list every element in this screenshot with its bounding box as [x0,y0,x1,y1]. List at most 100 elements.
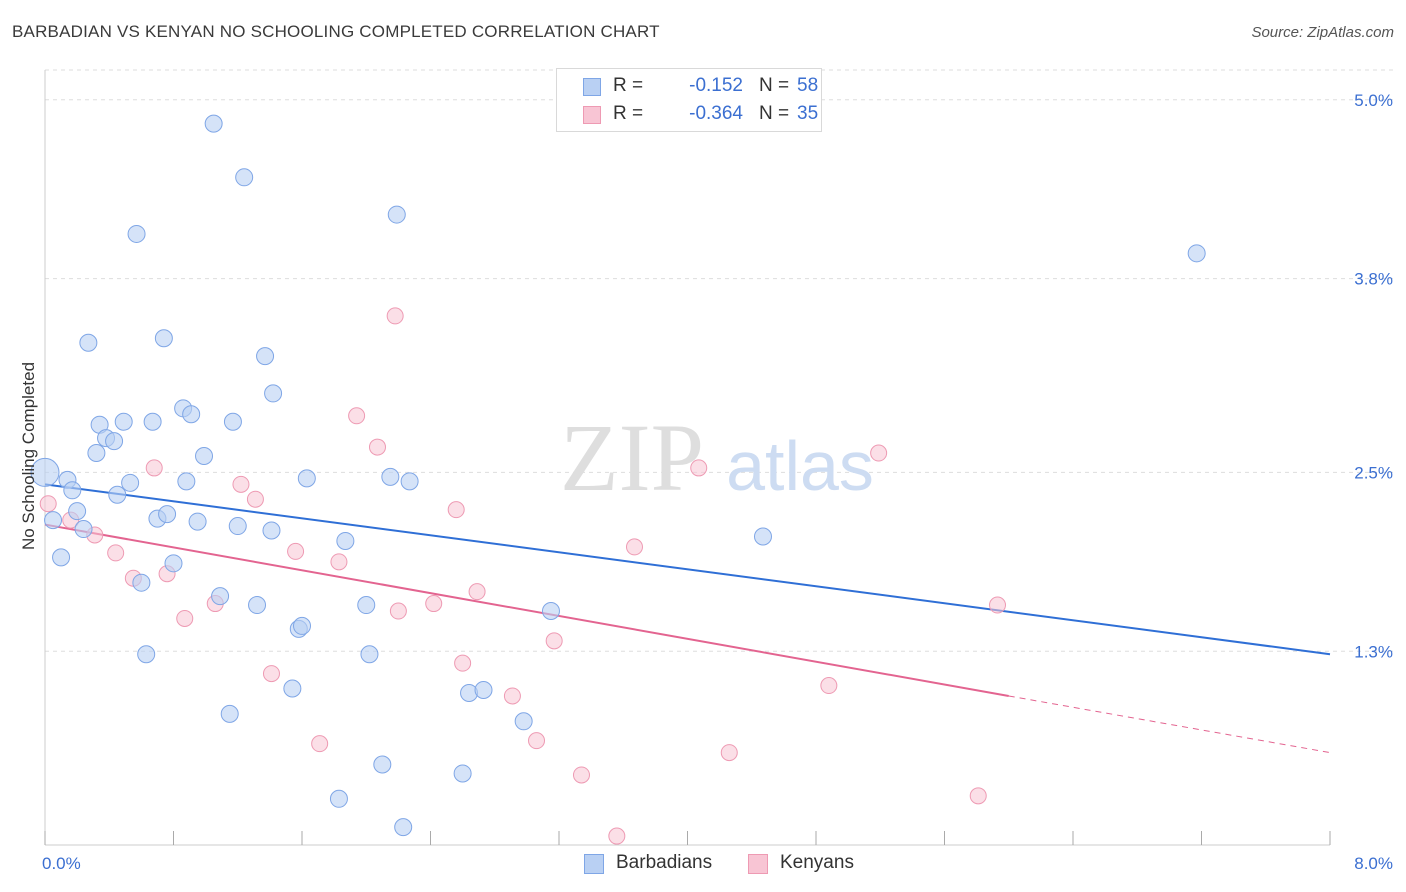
barbadians-point [105,432,124,451]
barbadians-point [264,384,283,403]
kenyans-point [386,307,404,325]
barbadians-point [44,511,63,530]
barbadians-point [514,712,533,731]
barbadians-point [211,587,230,606]
r-value: -0.152 [689,75,743,96]
gridlines [45,69,1395,652]
kenyans-point [348,407,366,425]
y-axis-label: No Schooling Completed [19,362,38,550]
n-label: N = [759,75,790,96]
kenyans-point [690,459,708,477]
kenyans-trend-line [44,523,1009,697]
kenyans-point [969,787,987,805]
y-tick-label: 5.0% [1354,91,1393,110]
barbadians-point [87,444,106,463]
kenyans-point [870,444,888,462]
barbadians-point [195,447,214,466]
legend-label: Barbadians [616,852,713,873]
barbadians-point [68,502,87,521]
barbadians-point [228,517,247,536]
barbadians-swatch [584,854,604,874]
chart-title: BARBADIAN VS KENYAN NO SCHOOLING COMPLET… [12,22,660,41]
barbadians-point [154,329,173,348]
barbadians-point [164,554,183,573]
n-value: 35 [797,103,819,124]
barbadians-point [394,818,413,837]
barbadians-point [453,764,472,783]
barbadians-point [283,679,302,698]
kenyans-point [389,602,407,620]
kenyans-point [262,665,280,683]
barbadians-point [137,645,156,664]
n-value: 58 [797,75,819,96]
n-label: N = [759,103,790,124]
barbadians-swatch [583,78,601,96]
data-points [30,114,1206,845]
barbadians-point [474,681,493,699]
watermark-atlas: atlas [726,427,874,505]
barbadians-point [74,520,93,539]
y-tick-label: 1.3% [1354,642,1393,661]
x-tick-label: 8.0% [1354,854,1393,873]
barbadians-point [336,531,355,550]
kenyans-point [468,583,486,601]
barbadians-point [121,473,140,492]
barbadians-point [108,485,127,504]
barbadians-point [52,548,71,567]
barbadians-point [387,205,406,224]
r-label: R = [613,75,644,96]
barbadians-point [114,412,133,431]
y-tick-label: 2.5% [1354,463,1393,482]
barbadians-point [373,755,392,774]
barbadians-point [357,596,376,615]
kenyans-point [368,438,386,456]
barbadians-point [248,596,267,615]
correlation-legend: R = -0.152 N = 58 R = -0.364 N = 35 [556,68,822,132]
barbadians-point [235,168,254,187]
kenyans-point [39,495,57,513]
barbadians-point [182,405,201,424]
barbadians-point [262,521,281,540]
barbadians-point [143,412,162,431]
barbadians-point [753,527,772,546]
kenyans-point [232,475,250,493]
kenyans-point [608,827,626,845]
r-label: R = [613,103,644,124]
barbadians-point [204,114,223,133]
barbadians-point [177,472,196,491]
barbadians-point [293,616,311,635]
barbadians-point [541,602,560,621]
kenyans-swatch [583,106,601,124]
kenyans-point [572,766,590,784]
barbadians-point [360,645,379,664]
kenyans-point [625,538,643,556]
kenyans-point [176,609,194,627]
barbadians-point [188,512,207,531]
kenyans-point [425,595,443,613]
kenyans-point [720,744,738,762]
barbadians-point [381,467,400,486]
kenyans-point [287,542,305,560]
barbadians-trend-line [44,483,1331,656]
barbadians-point [400,472,419,491]
kenyans-point [503,687,521,705]
barbadians-point [460,683,479,702]
watermark-zip: ZIP [560,404,704,511]
barbadians-point [79,333,98,352]
barbadians-point [256,347,275,366]
kenyans-point [528,732,546,750]
kenyans-point [107,544,125,562]
barbadians-point [158,505,177,524]
kenyans-point [330,553,348,571]
kenyans-swatch [748,854,768,874]
barbadians-point [329,789,348,808]
barbadians-point [1187,244,1206,263]
barbadians-point [30,457,60,487]
source-credit: Source: ZipAtlas.com [1251,24,1394,41]
kenyans-point [545,632,563,650]
barbadians-point [223,412,242,431]
barbadians-point [63,481,82,500]
kenyans-point [246,490,264,508]
x-tick-label: 0.0% [42,854,81,873]
